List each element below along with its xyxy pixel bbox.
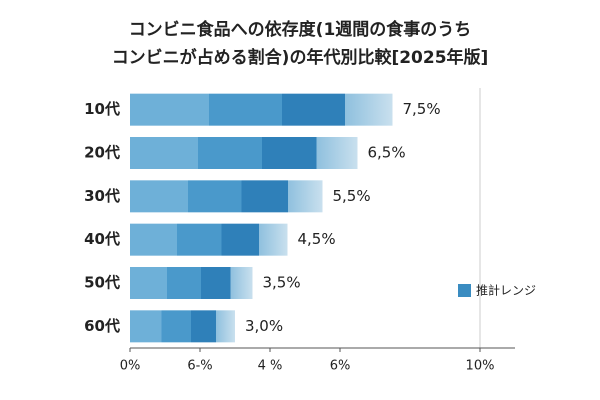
legend-swatch bbox=[458, 284, 471, 297]
value-label: 6,5% bbox=[368, 144, 406, 162]
value-label: 3,5% bbox=[263, 274, 301, 292]
bar bbox=[130, 93, 393, 126]
y-tick-label: 40代 bbox=[84, 230, 120, 248]
value-label: 7,5% bbox=[403, 100, 441, 118]
bar bbox=[130, 223, 288, 256]
bar bbox=[130, 137, 358, 169]
y-tick-label: 30代 bbox=[84, 187, 120, 205]
chart-title: コンビニ食品への依存度(1週間の食事のうち bbox=[129, 19, 472, 40]
legend-label: 推計レンジ bbox=[476, 283, 536, 298]
bar bbox=[130, 310, 235, 343]
x-tick-label: 0% bbox=[120, 359, 141, 374]
x-tick-label: 6% bbox=[330, 359, 351, 374]
y-tick-label: 50代 bbox=[84, 274, 120, 292]
y-tick-label: 20代 bbox=[84, 144, 120, 162]
value-label: 4,5% bbox=[298, 230, 336, 248]
bar bbox=[130, 267, 253, 299]
x-tick-label: 10% bbox=[466, 359, 495, 374]
x-tick-label: 6-% bbox=[187, 359, 212, 374]
value-label: 5,5% bbox=[333, 187, 371, 205]
x-tick-label: 4 % bbox=[258, 359, 283, 374]
chart-title: コンビニが占める割合)の年代別比較[2025年版] bbox=[112, 47, 489, 68]
y-tick-label: 60代 bbox=[84, 317, 120, 335]
bar bbox=[130, 180, 323, 213]
value-label: 3,0% bbox=[245, 317, 283, 335]
y-tick-label: 10代 bbox=[84, 100, 120, 118]
